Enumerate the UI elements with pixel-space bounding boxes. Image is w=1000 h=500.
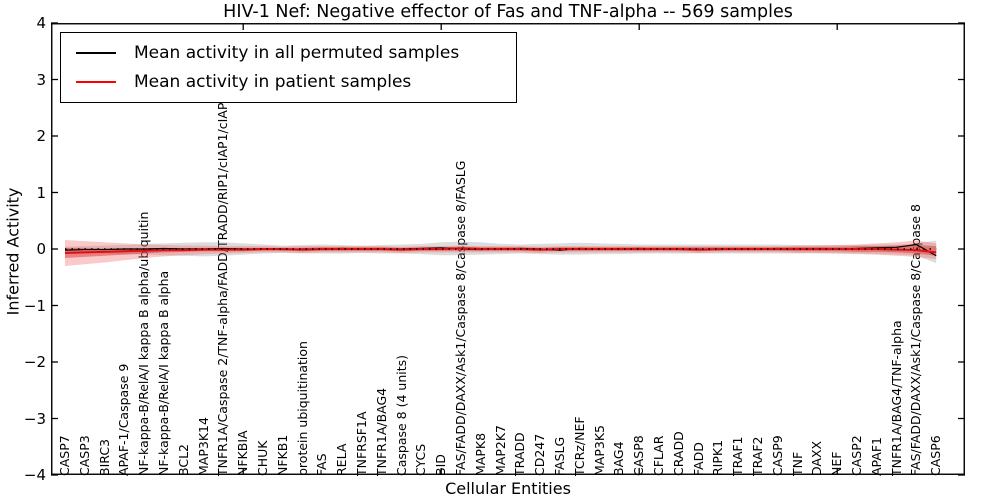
x-axis-label: Cellular Entities (445, 479, 571, 498)
legend-label: Mean activity in patient samples (134, 71, 412, 92)
y-tick-label: −4 (23, 466, 46, 484)
y-tick-label: −1 (23, 296, 46, 315)
y-tick-label: 1 (36, 183, 46, 202)
legend-line-black (76, 51, 116, 54)
y-tick-label: 3 (36, 70, 46, 89)
chart-canvas (51, 22, 965, 476)
y-tick-label: 0 (36, 240, 46, 258)
chart-title: HIV-1 Nef: Negative effector of Fas and … (223, 2, 793, 22)
legend-line-red (76, 80, 116, 83)
y-tick-label: −2 (23, 353, 46, 371)
legend-label: Mean activity in all permuted samples (134, 42, 460, 63)
band-patient-samples-outer-range (65, 239, 937, 266)
y-tick-label: 4 (36, 14, 46, 32)
legend-item-patient: Mean activity in patient samples (61, 67, 516, 96)
plot-area: CASP7 CASP3 BIRC3 APAF-1/Caspase 9 NF-kappa-… (51, 22, 965, 476)
y-tick-label: 2 (36, 127, 46, 145)
legend: Mean activity in all permuted samples Me… (60, 32, 517, 103)
legend-item-permuted: Mean activity in all permuted samples (61, 38, 516, 67)
y-tick-label: −3 (23, 409, 46, 428)
band-permuted-samples-range (65, 240, 937, 264)
